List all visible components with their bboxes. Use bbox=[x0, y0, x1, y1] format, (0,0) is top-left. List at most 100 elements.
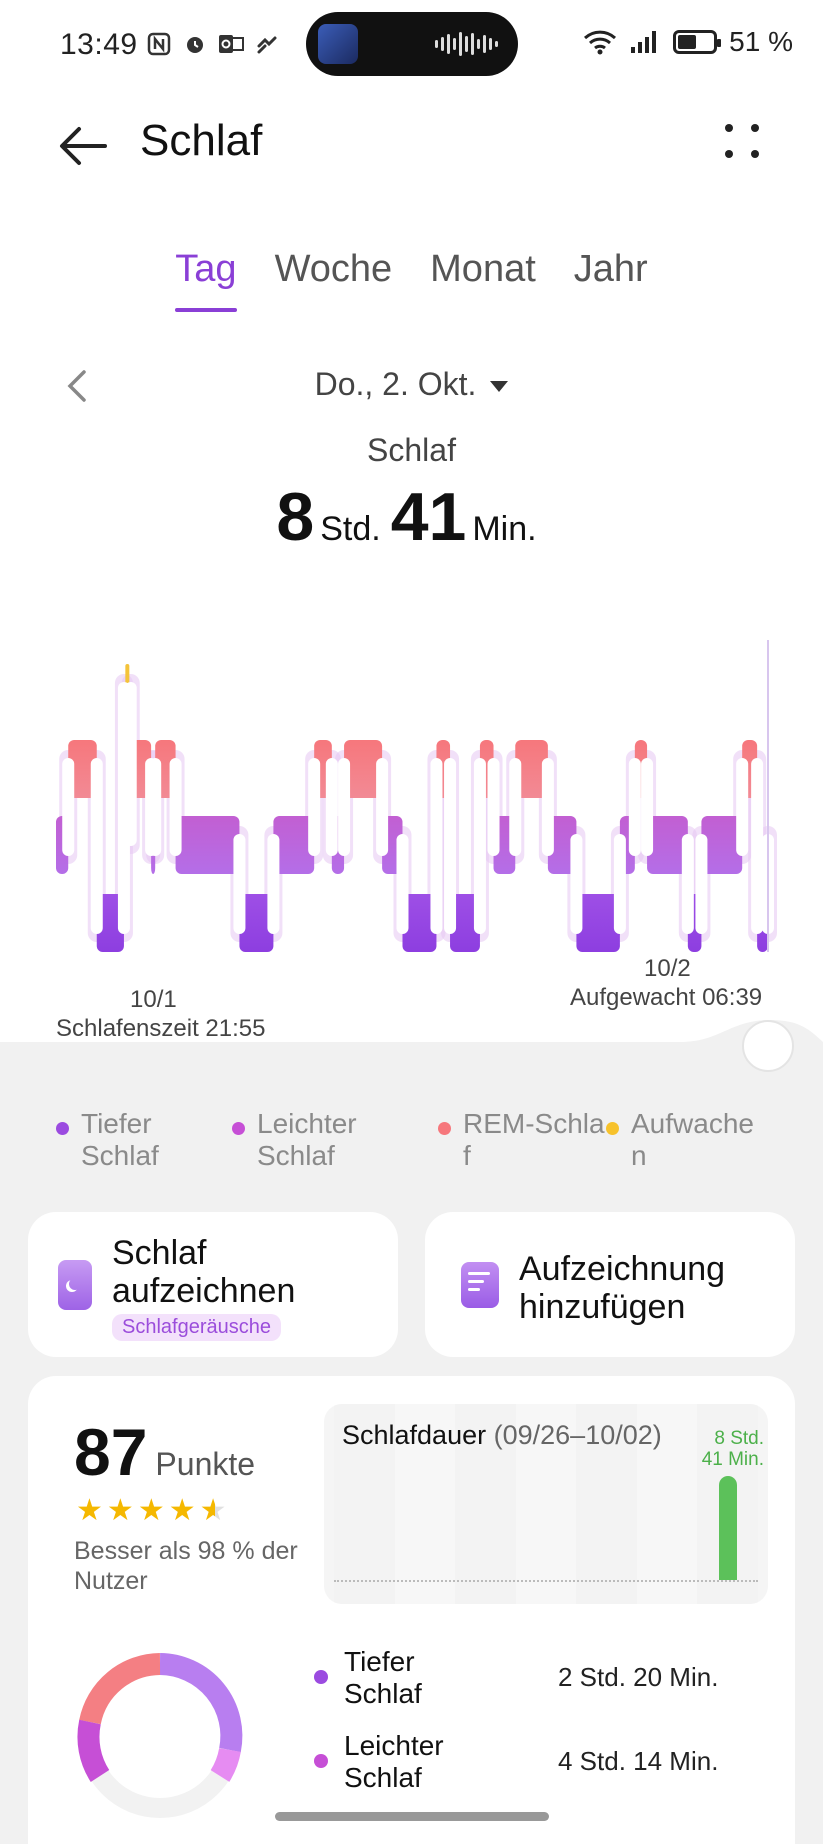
hypnogram-chart bbox=[56, 640, 777, 952]
add-record-card[interactable]: Aufzeichnung hinzufügen bbox=[425, 1212, 795, 1357]
percentile-text: Besser als 98 % der Nutzer bbox=[74, 1537, 298, 1595]
stage-light-value: 4 Std. 14 Min. bbox=[558, 1746, 719, 1776]
score-unit: Punkte bbox=[155, 1446, 256, 1482]
duration-bar[interactable] bbox=[718, 1475, 737, 1580]
outlook-icon bbox=[217, 30, 245, 58]
legend-deep-label: Tiefer Schlaf bbox=[81, 1108, 159, 1171]
segment-gap bbox=[90, 758, 103, 934]
chart-scrub-handle[interactable] bbox=[742, 1020, 794, 1072]
segment-gap bbox=[124, 682, 137, 846]
hypnogram-segment bbox=[344, 740, 383, 798]
page-title: Schlaf bbox=[140, 116, 263, 165]
hours-unit: Std. bbox=[320, 510, 381, 548]
hypnogram-segment bbox=[68, 740, 97, 798]
sleep-duration-chart[interactable]: Schlafdauer (09/26–10/02) 8 Std. 41 Min. bbox=[324, 1404, 768, 1604]
duration-day-column bbox=[334, 1404, 395, 1604]
legend-rem-dot bbox=[438, 1122, 451, 1135]
gesture-nav-bar[interactable] bbox=[275, 1812, 549, 1821]
duration-day-column bbox=[576, 1404, 637, 1604]
segment-gap bbox=[325, 758, 338, 856]
donut-deep-segment bbox=[77, 1719, 110, 1782]
start-date: 10/1 bbox=[130, 986, 177, 1013]
minutes-unit: Min. bbox=[472, 510, 537, 548]
bedtime-label: Schlafenszeit 21:55 bbox=[56, 1015, 266, 1042]
segment-gap bbox=[62, 758, 75, 856]
tab-tag[interactable]: Tag bbox=[175, 248, 237, 318]
hypnogram-segment bbox=[96, 894, 124, 952]
more-options-icon[interactable] bbox=[723, 122, 763, 162]
segment-gap bbox=[430, 758, 443, 934]
duration-value-label: 8 Std. 41 Min. bbox=[701, 1427, 764, 1470]
baseline bbox=[334, 1580, 758, 1582]
segment-gap bbox=[509, 758, 522, 856]
donut-light-tail bbox=[210, 1747, 241, 1782]
sleep-hours: 8 bbox=[276, 479, 315, 555]
caret-down-icon bbox=[490, 381, 509, 393]
duration-title: Schlafdauer (09/26–10/02) bbox=[342, 1420, 662, 1451]
legend-awake: Aufwache n bbox=[606, 1108, 754, 1172]
hypnogram-segment bbox=[701, 816, 743, 874]
half-star-icon: ★ bbox=[199, 1494, 227, 1527]
audio-wave-icon bbox=[435, 32, 498, 56]
hypnogram-segment bbox=[547, 816, 577, 874]
legend-deep: Tiefer Schlaf bbox=[56, 1108, 159, 1172]
hypnogram-segment bbox=[515, 740, 548, 798]
legend-awake-label: Aufwache n bbox=[631, 1108, 754, 1171]
back-arrow-icon[interactable] bbox=[55, 118, 111, 174]
stage-row-deep: Tiefer Schlaf 2 Std. 20 Min. bbox=[314, 1646, 754, 1712]
sleep-total: 8 Std. 41 Min. bbox=[0, 478, 823, 556]
legend-light: Leichter Schlaf bbox=[232, 1108, 357, 1172]
star-icon: ★ bbox=[106, 1494, 134, 1527]
dynamic-island[interactable] bbox=[306, 12, 518, 76]
duration-day-column bbox=[515, 1404, 577, 1604]
wake-label: Aufgewacht 06:39 bbox=[570, 984, 763, 1011]
signal-icon bbox=[631, 31, 657, 53]
sleep-score: 87 Punkte bbox=[74, 1414, 255, 1490]
wifi-icon bbox=[584, 30, 617, 55]
segment-gap bbox=[681, 834, 694, 934]
period-tabs: Tag Woche Monat Jahr bbox=[0, 248, 823, 318]
hypnogram-segment bbox=[647, 816, 688, 874]
score-value: 87 bbox=[74, 1415, 148, 1489]
duration-day-column bbox=[636, 1404, 698, 1604]
duration-range: (09/26–10/02) bbox=[493, 1420, 662, 1450]
hypnogram-segment bbox=[273, 816, 315, 874]
tab-woche[interactable]: Woche bbox=[274, 248, 393, 290]
segment-gap bbox=[396, 834, 409, 934]
sleep-hypnogram[interactable]: 10/1 Schlafenszeit 21:55 10/2 Aufgewacht… bbox=[0, 640, 823, 1042]
segment-gap bbox=[169, 758, 182, 856]
star-icon: ★ bbox=[168, 1494, 196, 1527]
segment-gap bbox=[751, 758, 764, 934]
moon-phone-icon bbox=[58, 1260, 92, 1310]
status-right: 51 % bbox=[583, 26, 793, 58]
hypnogram-segment bbox=[402, 894, 437, 952]
segment-gap bbox=[736, 758, 749, 856]
duration-title-text: Schlafdauer bbox=[342, 1420, 487, 1450]
star-icon: ★ bbox=[76, 1494, 103, 1527]
record-sleep-title: Schlaf aufzeichnen bbox=[112, 1234, 296, 1310]
hypnogram-segment bbox=[576, 894, 620, 952]
segment-gap bbox=[149, 758, 162, 856]
sleep-score-card[interactable]: 87 Punkte ★ ★ ★ ★ ★ Besser als 98 % der N… bbox=[28, 1376, 795, 1844]
hypnogram-segment bbox=[239, 894, 274, 952]
add-record-title: Aufzeichnung hinzufügen bbox=[519, 1250, 726, 1326]
segment-gap bbox=[376, 758, 389, 856]
legend-rem: REM-Schla f bbox=[438, 1108, 605, 1172]
summary-label: Schlaf bbox=[367, 432, 456, 468]
date-dropdown[interactable]: Do., 2. Okt. bbox=[0, 366, 823, 403]
segment-gap bbox=[613, 834, 626, 934]
segment-gap bbox=[487, 758, 500, 856]
record-sleep-card[interactable]: Schlaf aufzeichnen Schlafgeräusche bbox=[28, 1212, 398, 1357]
stage-deep-dot bbox=[314, 1670, 328, 1684]
media-thumbnail bbox=[318, 24, 358, 64]
end-date: 10/2 bbox=[644, 955, 691, 982]
duration-day-column bbox=[455, 1404, 516, 1604]
tab-jahr[interactable]: Jahr bbox=[573, 248, 648, 290]
previous-day-icon[interactable] bbox=[62, 366, 92, 406]
date-text: Do., 2. Okt. bbox=[314, 366, 477, 402]
legend-light-dot bbox=[232, 1122, 245, 1135]
battery-percent: 51 % bbox=[729, 26, 793, 57]
stage-row-light: Leichter Schlaf 4 Std. 14 Min. bbox=[314, 1730, 754, 1796]
tab-monat[interactable]: Monat bbox=[430, 248, 536, 290]
legend-deep-dot bbox=[56, 1122, 69, 1135]
